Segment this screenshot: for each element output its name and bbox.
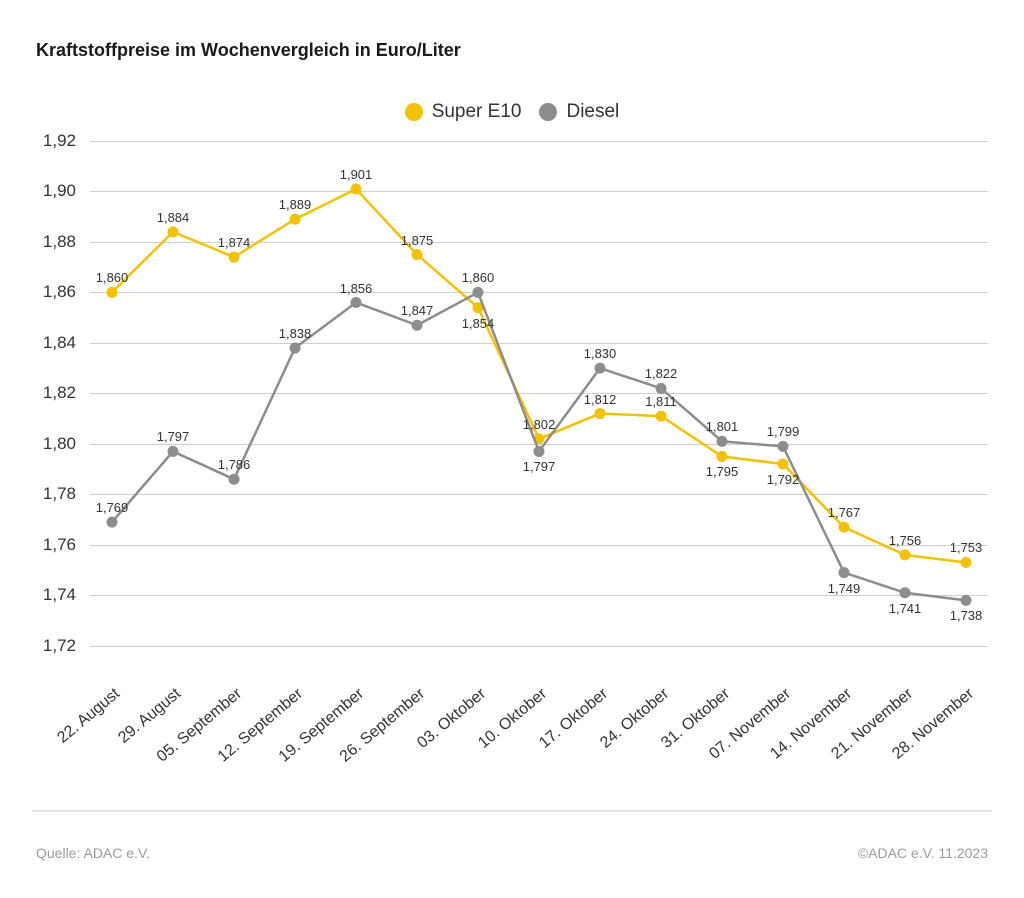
data-point-label: 1,811 (645, 394, 677, 409)
y-axis-tick-label: 1,82 (32, 383, 84, 403)
data-point-label: 1,802 (523, 417, 556, 432)
x-axis-tick-label: 22. August (54, 685, 124, 747)
data-point-marker (656, 383, 667, 394)
data-point-label: 1,847 (401, 303, 434, 318)
data-point-label: 1,756 (889, 533, 922, 548)
y-axis: 1,72 1,74 1,76 1,78 1,80 1,82 1,84 1,86 1,88 1,90… (32, 141, 84, 671)
y-axis-tick-label: 1,90 (32, 181, 84, 201)
data-point-marker (717, 436, 728, 447)
data-point-marker (900, 549, 911, 560)
data-point-label: 1,812 (584, 392, 617, 407)
data-point-marker (839, 522, 850, 533)
y-axis-tick-label: 1,78 (32, 484, 84, 504)
legend-dot-icon (539, 103, 557, 121)
data-point-label: 1,769 (96, 500, 129, 515)
data-point-label: 1,799 (767, 424, 800, 439)
plot-area: 1,860 1,884 1,874 1,889 1,901 1,875 1,854 1,802… (90, 141, 988, 671)
data-point-label: 1,838 (279, 326, 312, 341)
data-point-marker (107, 287, 118, 298)
copyright-text: ©ADAC e.V. 11.2023 (858, 845, 988, 861)
data-point-label: 1,797 (523, 459, 556, 474)
data-point-marker (473, 287, 484, 298)
footer-divider (32, 810, 992, 812)
data-point-label: 1,738 (950, 608, 983, 623)
data-point-marker (778, 459, 789, 470)
y-axis-tick-label: 1,80 (32, 434, 84, 454)
x-axis: 22. August29. August05. September12. Sep… (32, 679, 992, 809)
data-point-label: 1,792 (767, 472, 800, 487)
data-point-marker (229, 252, 240, 263)
y-axis-tick-label: 1,74 (32, 585, 84, 605)
y-axis-tick-label: 1,72 (32, 636, 84, 656)
data-point-marker (168, 446, 179, 457)
data-point-label: 1,860 (462, 270, 495, 285)
data-point-marker (839, 567, 850, 578)
data-point-marker (229, 474, 240, 485)
data-point-marker (351, 297, 362, 308)
data-point-label: 1,830 (584, 346, 617, 361)
legend-item-super-e10: Super E10 (405, 101, 522, 123)
data-point-label: 1,822 (645, 366, 678, 381)
data-point-label: 1,767 (828, 505, 861, 520)
data-point-marker (656, 411, 667, 422)
data-point-label: 1,889 (279, 197, 312, 212)
y-axis-tick-label: 1,86 (32, 282, 84, 302)
data-point-marker (595, 408, 606, 419)
data-point-marker (595, 363, 606, 374)
data-point-marker (961, 595, 972, 606)
data-point-label: 1,786 (218, 457, 251, 472)
data-point-label: 1,860 (96, 270, 129, 285)
data-point-label: 1,856 (340, 281, 373, 296)
y-axis-tick-label: 1,92 (32, 131, 84, 151)
legend: Super E10 Diesel (28, 101, 996, 123)
source-text: Quelle: ADAC e.V. (36, 845, 150, 861)
data-point-marker (107, 517, 118, 528)
data-point-marker (351, 183, 362, 194)
data-point-marker (778, 441, 789, 452)
legend-label: Super E10 (432, 101, 522, 123)
data-point-marker (290, 214, 301, 225)
data-point-label: 1,797 (157, 429, 190, 444)
chart-title: Kraftstoffpreise im Wochenvergleich in E… (36, 40, 996, 61)
data-point-label: 1,741 (889, 601, 922, 616)
data-point-marker (412, 249, 423, 260)
data-point-label: 1,749 (828, 581, 861, 596)
data-point-label: 1,901 (340, 167, 373, 182)
data-point-marker (290, 342, 301, 353)
data-point-marker (534, 446, 545, 457)
data-point-label: 1,874 (218, 235, 251, 250)
data-point-marker (168, 226, 179, 237)
data-point-marker (412, 320, 423, 331)
data-point-marker (961, 557, 972, 568)
data-point-label: 1,884 (157, 210, 190, 225)
data-point-marker (900, 587, 911, 598)
chart-area: 1,72 1,74 1,76 1,78 1,80 1,82 1,84 1,86 1,88 1,90… (32, 141, 992, 671)
legend-dot-icon (405, 103, 423, 121)
data-point-marker (717, 451, 728, 462)
y-axis-tick-label: 1,76 (32, 535, 84, 555)
data-point-label: 1,875 (401, 233, 434, 248)
data-point-label: 1,795 (706, 464, 739, 479)
data-point-label: 1,801 (706, 419, 739, 434)
legend-label: Diesel (566, 101, 619, 123)
data-point-label: 1,854 (462, 316, 495, 331)
data-point-label: 1,753 (950, 540, 983, 555)
legend-item-diesel: Diesel (539, 101, 619, 123)
y-axis-tick-label: 1,88 (32, 232, 84, 252)
y-axis-tick-label: 1,84 (32, 333, 84, 353)
chart-container: Kraftstoffpreise im Wochenvergleich in E… (0, 0, 1024, 898)
